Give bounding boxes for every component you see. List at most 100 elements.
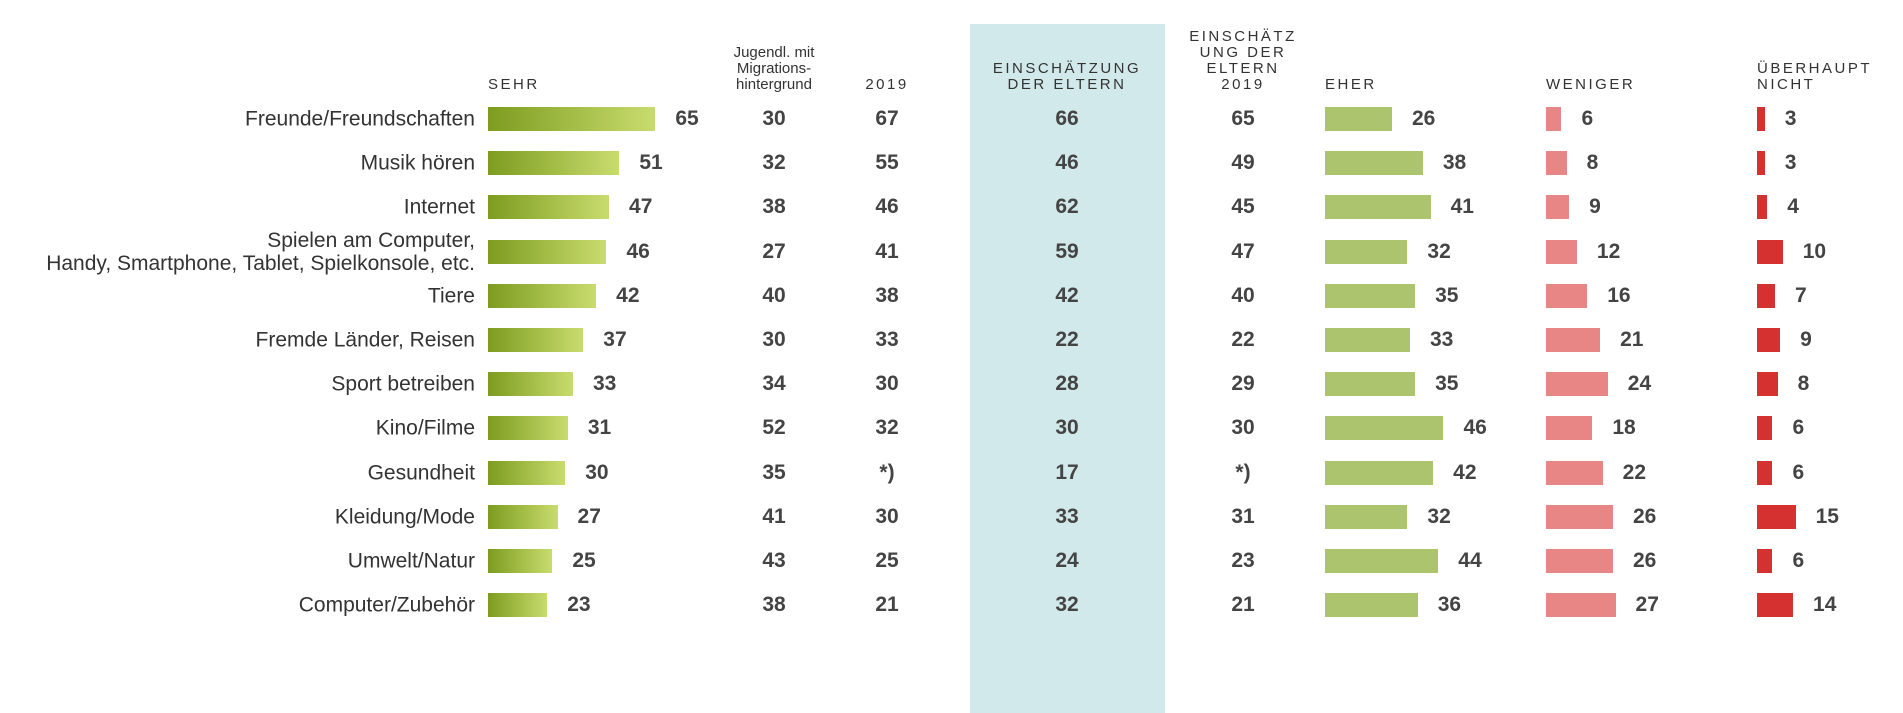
category-label: Sport betreiben [331, 372, 475, 396]
value-label: 30 [585, 460, 609, 484]
column-header: EHER [1325, 76, 1377, 93]
value-label: 23 [567, 593, 591, 617]
value-label: 33 [592, 372, 617, 396]
bar [488, 328, 584, 352]
bar [1325, 549, 1439, 573]
category-label: Freunde/Freundschaften [245, 107, 475, 131]
value-label: 42 [1453, 460, 1477, 484]
value-label: 7 [1795, 283, 1807, 307]
value-label: 8 [1586, 151, 1599, 175]
value-label: 21 [1620, 328, 1644, 351]
bar [488, 416, 568, 441]
value-label: 30 [875, 504, 899, 528]
column-header: EINSCHÄTZUNG DER ELTERN [992, 60, 1142, 93]
value-label: 38 [762, 195, 786, 219]
value-label: 42 [1055, 283, 1079, 307]
bar [1757, 283, 1776, 308]
value-label: 38 [875, 283, 899, 307]
value-label: 30 [762, 328, 786, 351]
column-header: EINSCHÄTZ UNG DER ELTERN 2019 [1189, 28, 1297, 93]
value-label: 3 [1784, 107, 1797, 130]
bar [1546, 504, 1613, 529]
value-label: 29 [1231, 372, 1255, 396]
value-label: 15 [1815, 504, 1839, 528]
bar [1757, 593, 1794, 618]
value-label: 24 [1055, 549, 1079, 572]
value-label: 51 [639, 151, 663, 175]
bar [1325, 328, 1410, 352]
value-label: 35 [1435, 283, 1459, 307]
value-label: 12 [1596, 239, 1621, 263]
bar [1325, 504, 1408, 529]
value-label: 33 [1429, 328, 1454, 351]
category-label: Fremde Länder, Reisen [255, 328, 475, 352]
bar [1546, 107, 1562, 131]
value-label: 26 [1411, 107, 1436, 130]
value-label: 47 [629, 195, 653, 219]
value-label: 65 [675, 107, 699, 130]
bar [1546, 283, 1588, 308]
value-label: *) [879, 460, 895, 484]
category-label: Kleidung/Mode [334, 505, 475, 529]
bar [1325, 460, 1434, 485]
bar [488, 195, 610, 220]
value-label: 41 [1450, 195, 1474, 219]
value-label: 3 [1784, 151, 1797, 175]
bar [488, 460, 566, 485]
column-header: ÜBERHAUPT NICHT [1757, 60, 1873, 93]
bar [1325, 107, 1392, 131]
value-label: 49 [1231, 151, 1255, 175]
value-label: 46 [626, 239, 650, 263]
category-label: Gesundheit [367, 461, 475, 485]
bar [488, 107, 656, 131]
value-label: 32 [875, 416, 899, 440]
value-label: 38 [1442, 151, 1467, 175]
bar [1757, 416, 1773, 441]
bar [1757, 372, 1778, 397]
value-label: 22 [1231, 328, 1255, 351]
value-label: 35 [1435, 372, 1459, 396]
bar [1325, 195, 1431, 220]
highlight-column [970, 24, 1165, 713]
value-label: 24 [1627, 372, 1652, 396]
value-label: 10 [1802, 239, 1827, 263]
bar [1757, 460, 1773, 485]
value-label: 40 [762, 283, 786, 307]
bar [1546, 195, 1570, 220]
value-label: 38 [762, 593, 786, 617]
column-header: Jugendl. mit Migrations- hintergrund [733, 44, 815, 93]
value-label: 27 [762, 239, 786, 263]
value-label: 55 [875, 151, 899, 175]
value-label: 21 [875, 593, 899, 617]
value-label: 32 [762, 151, 786, 175]
value-label: 44 [1458, 549, 1482, 572]
bar [488, 372, 573, 397]
value-label: 25 [875, 549, 899, 572]
bar [1325, 372, 1416, 397]
bar [1546, 549, 1613, 573]
category-label: Tiere [427, 284, 475, 308]
value-label: 8 [1797, 372, 1810, 396]
category-label: Computer/Zubehör [298, 593, 475, 617]
value-label: 59 [1055, 239, 1079, 263]
bar [1757, 328, 1781, 352]
bar [1325, 283, 1416, 308]
bar [1546, 151, 1567, 176]
bar [1757, 195, 1768, 220]
value-label: 28 [1055, 372, 1079, 396]
bar [488, 593, 548, 618]
value-label: 65 [1231, 107, 1255, 130]
value-label: 6 [1792, 549, 1805, 572]
value-label: 43 [762, 549, 786, 572]
value-label: 45 [1231, 195, 1255, 219]
value-label: 41 [762, 504, 786, 528]
bar [488, 239, 607, 264]
category-label: Spielen am Computer, Handy, Smartphone, … [46, 228, 475, 275]
bar [1757, 107, 1765, 131]
value-label: 22 [1055, 328, 1079, 351]
category-label: Musik hören [360, 151, 475, 175]
value-label: 9 [1800, 328, 1812, 351]
bar [488, 504, 558, 529]
value-label: 16 [1607, 283, 1631, 307]
